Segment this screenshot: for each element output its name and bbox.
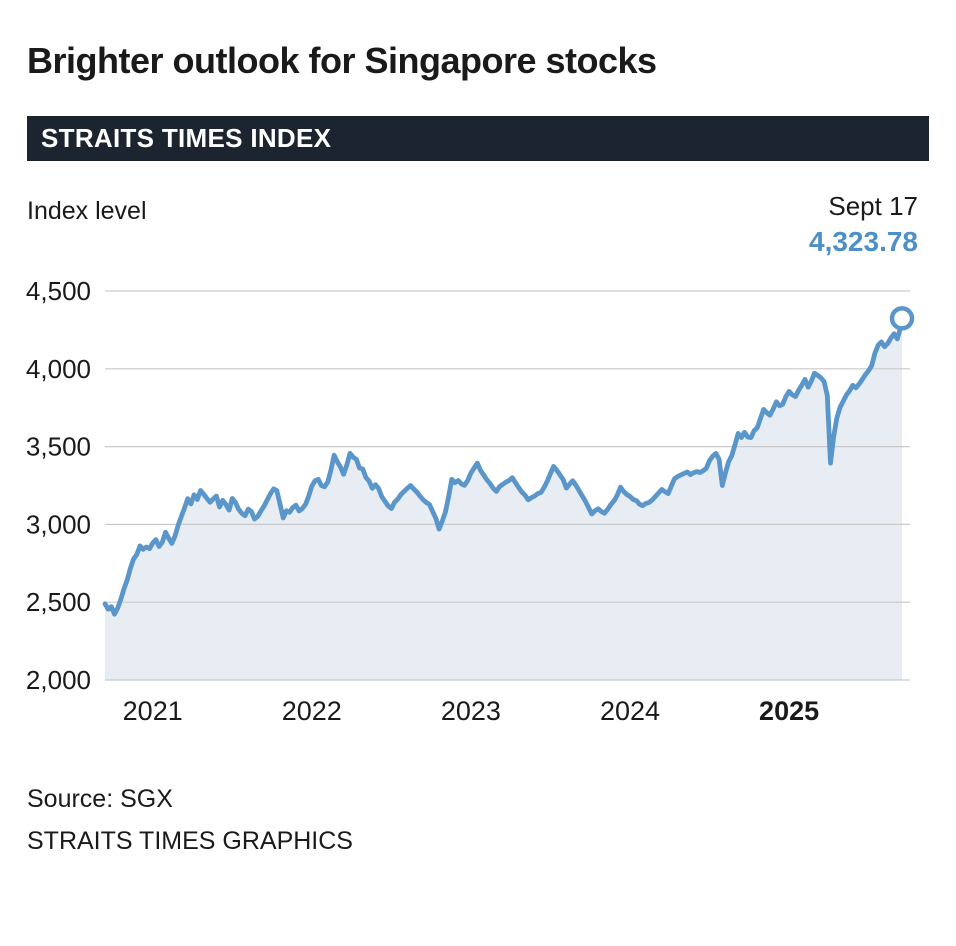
y-tick-label: 2,500 [26,587,91,617]
annotation-date: Sept 17 [828,191,918,221]
credit-text: STRAITS TIMES GRAPHICS [27,826,353,855]
sti-line-chart: 4,500 4,000 3,500 3,000 2,500 2,000 2021 2022 20… [26,276,915,726]
banner-label: STRAITS TIMES INDEX [41,123,332,153]
x-tick-label: 2025 [759,696,819,726]
y-tick-label: 2,000 [26,665,91,695]
y-tick-label: 3,500 [26,431,91,461]
chart-footer: Source: SGX STRAITS TIMES GRAPHICS [27,785,929,856]
x-tick-label: 2023 [441,696,501,726]
latest-value-annotation: Sept 17 4,323.78 [809,191,918,259]
chart-banner: STRAITS TIMES INDEX [27,116,929,161]
series-line [102,315,905,617]
source-text: Source: SGX [27,784,173,813]
x-tick-label: 2022 [282,696,342,726]
page-title: Brighter outlook for Singapore stocks [27,40,657,81]
x-tick-label: 2021 [123,696,183,726]
y-axis-title: Index level [27,197,147,225]
y-tick-label: 3,000 [26,509,91,539]
end-marker [889,305,915,331]
series-area [105,318,902,680]
page: Brighter outlook for Singapore stocks ST… [0,40,956,946]
chart-header: Index level Sept 17 4,323.78 [27,191,918,259]
y-tick-label: 4,000 [26,354,91,384]
annotation-value: 4,323.78 [809,226,918,258]
x-tick-label: 2024 [600,696,660,726]
y-tick-label: 4,500 [26,276,91,306]
